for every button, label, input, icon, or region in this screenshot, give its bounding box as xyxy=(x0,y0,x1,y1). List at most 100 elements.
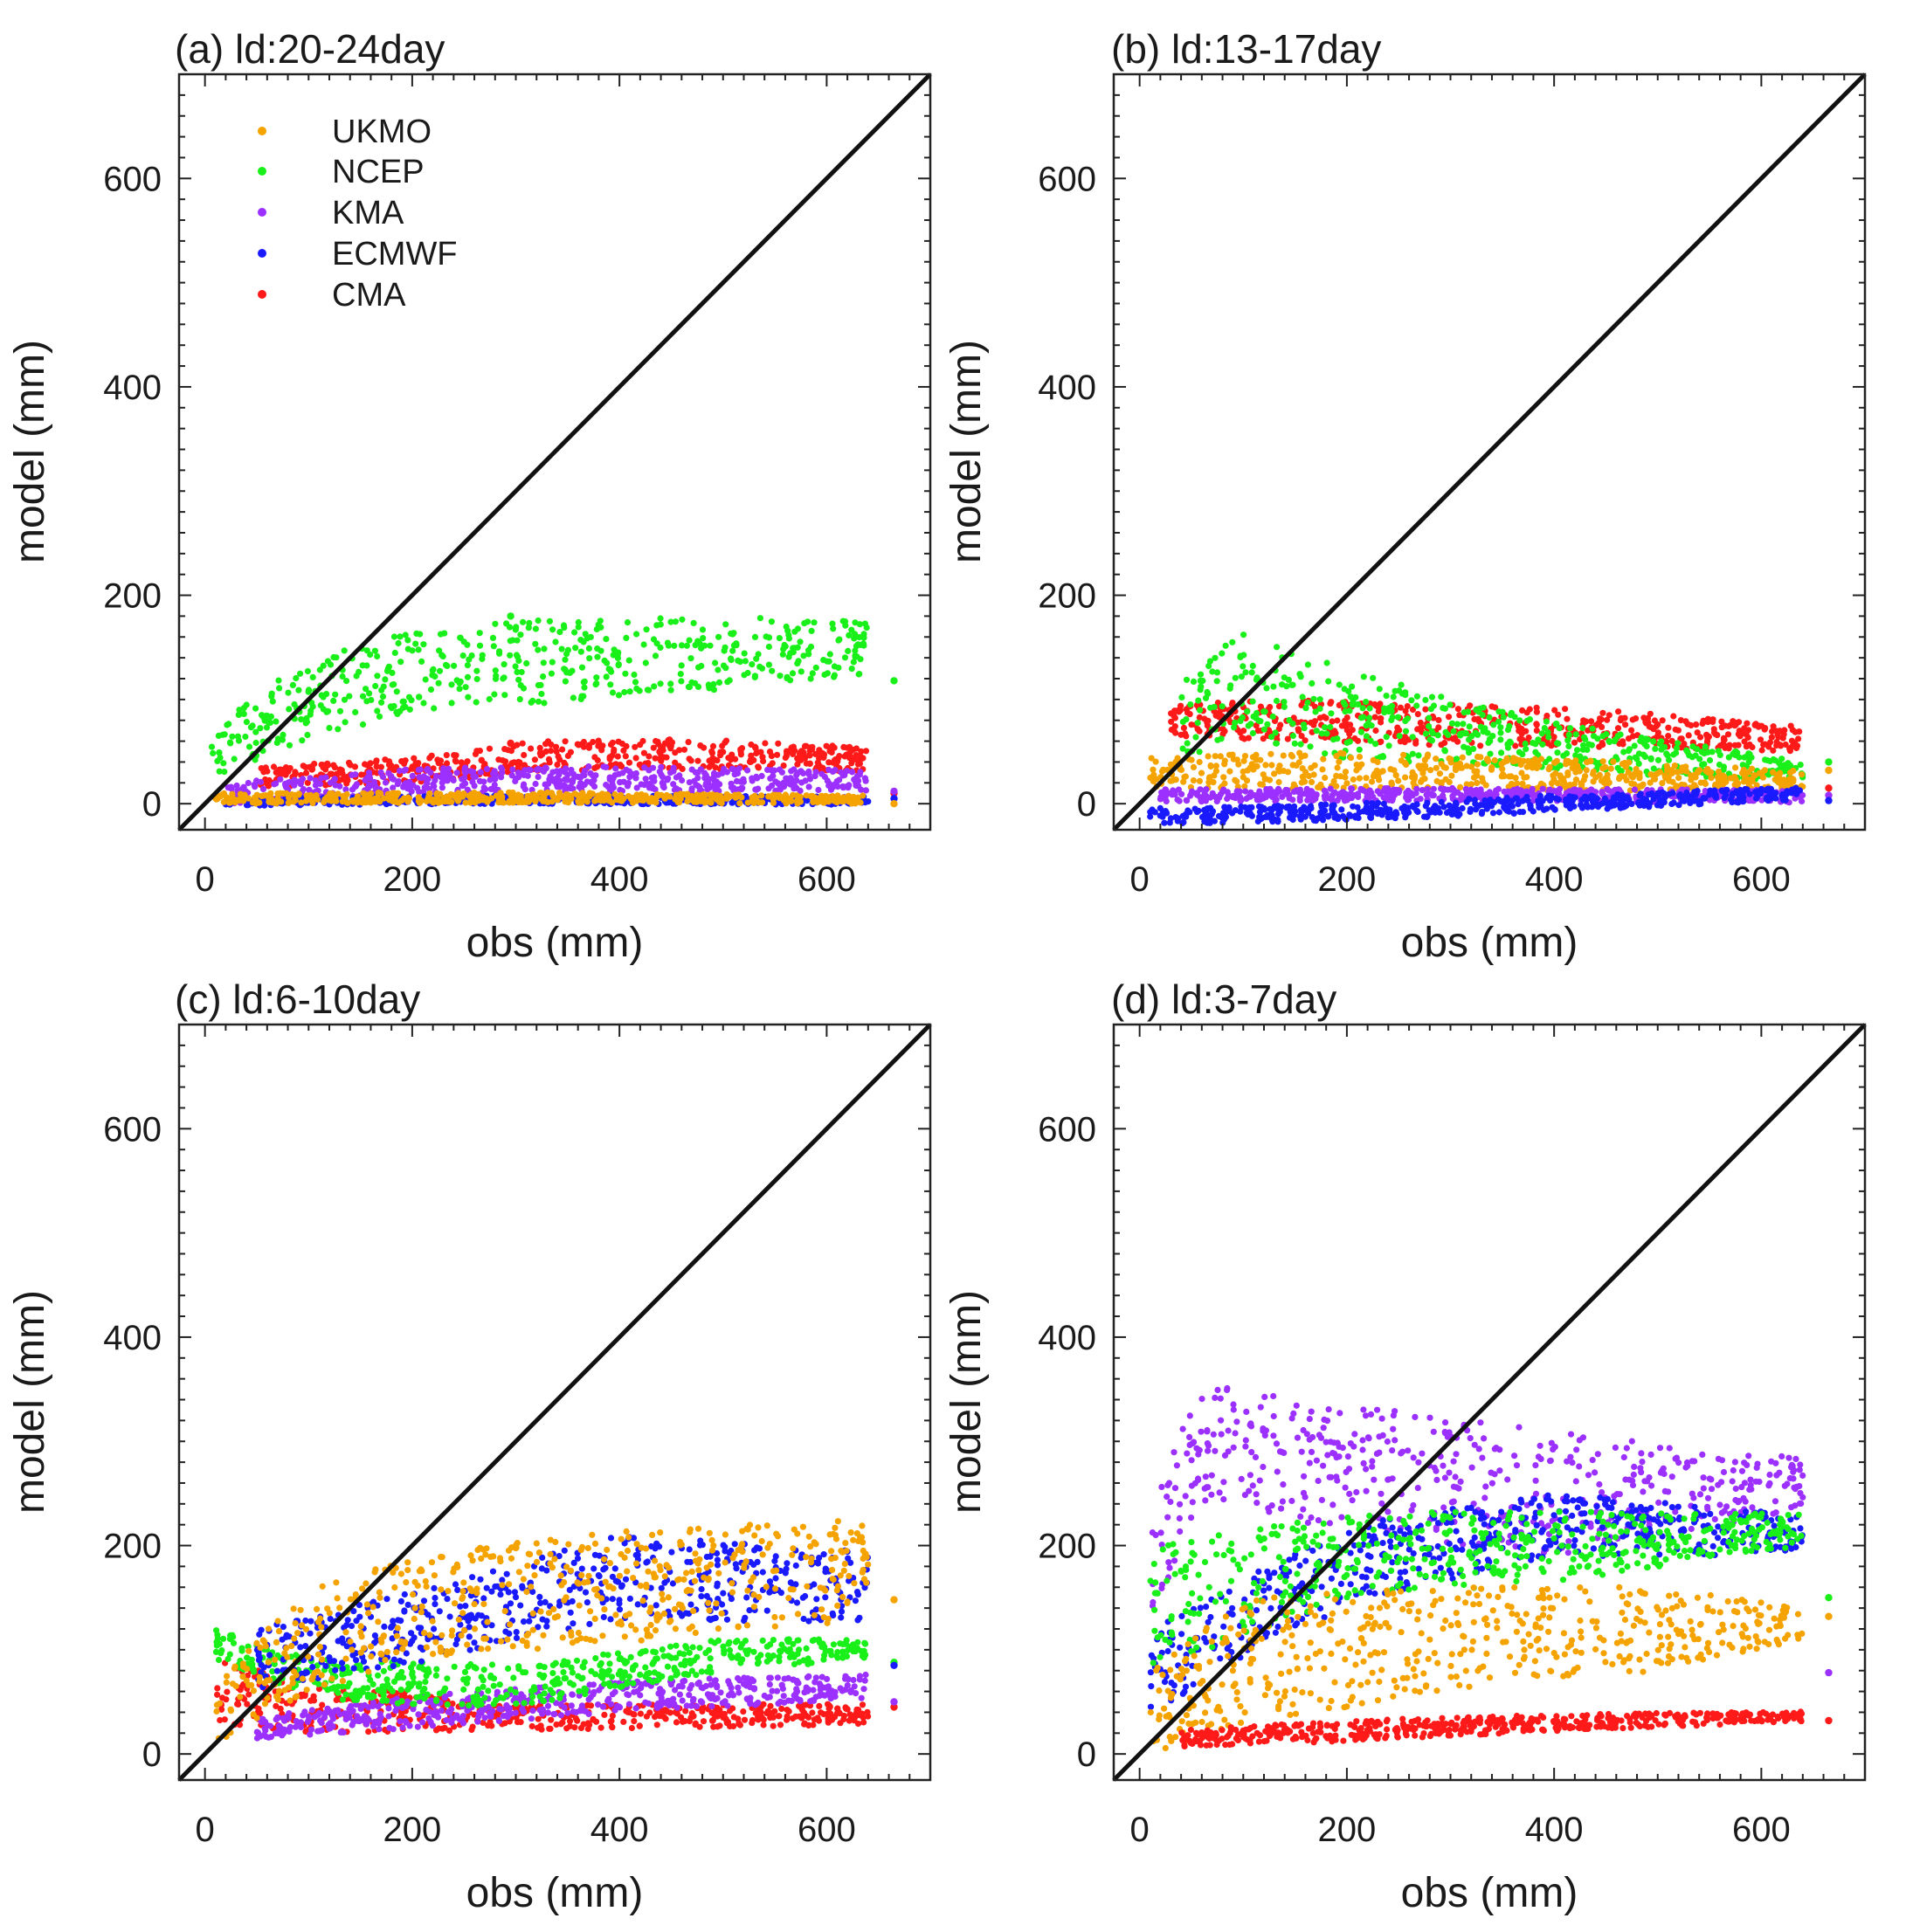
data-point xyxy=(374,673,381,680)
data-point xyxy=(559,746,566,753)
data-point xyxy=(436,647,443,654)
data-point xyxy=(462,799,469,806)
data-point xyxy=(663,791,670,799)
data-point xyxy=(633,784,640,791)
data-point xyxy=(1309,680,1316,687)
data-point xyxy=(1190,763,1198,771)
data-point xyxy=(594,645,601,652)
data-point xyxy=(452,752,459,759)
data-point xyxy=(1599,733,1606,740)
data-point xyxy=(769,667,776,674)
data-point xyxy=(358,771,365,778)
data-point xyxy=(383,667,391,674)
data-point xyxy=(1360,673,1367,680)
data-point xyxy=(1555,711,1562,718)
data-point xyxy=(650,744,657,751)
data-point xyxy=(297,670,304,677)
data-point xyxy=(1246,764,1253,771)
data-point xyxy=(831,744,838,751)
data-point xyxy=(1271,770,1278,777)
data-point xyxy=(1427,767,1434,774)
data-point xyxy=(433,790,440,797)
data-point xyxy=(848,666,855,673)
data-point xyxy=(394,781,401,788)
data-point xyxy=(1217,753,1224,760)
data-point xyxy=(416,693,423,700)
data-point xyxy=(1320,756,1327,762)
data-point xyxy=(1482,782,1489,789)
data-point xyxy=(749,794,756,801)
data-point xyxy=(501,661,508,668)
data-point xyxy=(339,798,346,805)
data-point xyxy=(236,711,243,718)
data-point xyxy=(1720,735,1728,742)
data-point xyxy=(1497,736,1504,743)
data-point xyxy=(803,742,810,749)
data-point xyxy=(774,751,781,758)
data-point xyxy=(678,642,686,649)
data-point xyxy=(846,631,853,639)
outlier-point xyxy=(1825,758,1833,766)
data-point xyxy=(498,764,505,771)
data-point xyxy=(838,769,845,776)
data-point xyxy=(742,658,749,665)
data-point xyxy=(360,796,367,803)
data-point xyxy=(552,743,560,750)
data-point xyxy=(328,797,335,804)
data-point xyxy=(698,645,705,652)
data-point xyxy=(1732,764,1739,771)
data-point xyxy=(1148,755,1155,762)
data-point xyxy=(1261,708,1268,715)
data-point xyxy=(594,653,601,660)
data-point xyxy=(1244,708,1251,715)
data-point xyxy=(1229,638,1236,645)
data-point xyxy=(1638,783,1645,790)
data-point xyxy=(1665,733,1672,740)
data-point xyxy=(581,684,588,691)
data-point xyxy=(1653,722,1660,730)
data-point xyxy=(257,725,264,732)
data-point xyxy=(292,769,299,777)
data-point xyxy=(237,790,244,797)
data-point xyxy=(1735,780,1742,787)
data-point xyxy=(1357,728,1364,735)
data-point xyxy=(1475,718,1482,725)
data-point xyxy=(1356,746,1363,753)
data-point xyxy=(1647,779,1654,786)
data-point xyxy=(528,745,535,752)
data-point xyxy=(691,798,698,805)
legend-label-ecmwf: ECMWF xyxy=(332,236,458,273)
data-point xyxy=(797,793,804,801)
data-point xyxy=(1340,750,1347,757)
data-point xyxy=(398,758,405,765)
data-point xyxy=(708,748,715,755)
data-point xyxy=(766,749,774,756)
data-point xyxy=(1233,778,1240,785)
data-point xyxy=(808,793,815,800)
data-point xyxy=(565,798,572,805)
data-point xyxy=(1654,729,1661,736)
data-point xyxy=(506,799,513,806)
data-point xyxy=(1780,731,1787,738)
data-point xyxy=(299,776,307,783)
data-point xyxy=(603,636,610,643)
data-point xyxy=(652,652,660,659)
data-point xyxy=(439,652,445,659)
data-point xyxy=(584,635,590,642)
data-point xyxy=(1219,650,1226,657)
data-point xyxy=(532,780,539,788)
data-point xyxy=(652,755,659,762)
data-point xyxy=(1404,797,1412,804)
data-point xyxy=(618,796,625,804)
data-point xyxy=(1183,716,1190,723)
outlier-point xyxy=(890,787,898,796)
data-point xyxy=(1654,756,1662,763)
data-point xyxy=(240,710,247,718)
data-point xyxy=(1536,762,1543,769)
data-point xyxy=(290,791,297,799)
data-point xyxy=(589,780,596,787)
data-point xyxy=(1659,780,1666,787)
data-point xyxy=(715,679,723,687)
data-point xyxy=(1310,695,1317,702)
data-point xyxy=(1368,778,1376,785)
